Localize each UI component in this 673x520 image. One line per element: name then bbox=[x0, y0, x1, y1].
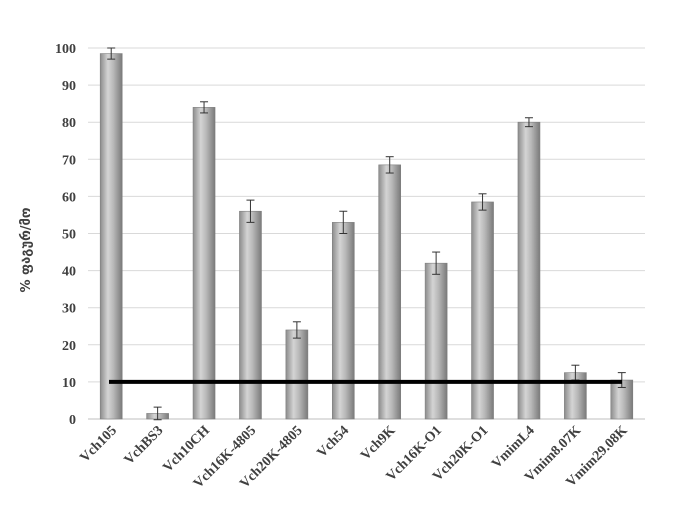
bars bbox=[99, 53, 634, 420]
y-tick-label: 60 bbox=[62, 190, 76, 205]
y-tick-label: 70 bbox=[62, 153, 76, 168]
error-bars bbox=[107, 47, 626, 421]
y-tick-label: 90 bbox=[62, 79, 76, 94]
y-tick-label: 40 bbox=[62, 265, 76, 280]
y-tick-label: 0 bbox=[69, 413, 76, 428]
error-bar bbox=[339, 210, 348, 234]
category-label: VmimL4 bbox=[489, 423, 538, 472]
category-label: VchBS3 bbox=[122, 423, 167, 468]
y-tick-label: 50 bbox=[62, 228, 76, 243]
bar bbox=[424, 262, 448, 420]
category-label: Vch9K bbox=[358, 423, 398, 463]
y-tick-label: 80 bbox=[62, 116, 76, 131]
category-label: Vch54 bbox=[315, 423, 353, 461]
bar bbox=[285, 329, 309, 420]
error-bar bbox=[292, 321, 301, 339]
error-bar bbox=[478, 193, 487, 211]
bar bbox=[517, 121, 541, 420]
error-bar bbox=[524, 117, 533, 128]
category-label: Vch105 bbox=[78, 423, 121, 466]
x-axis-categories: Vch105 VchBS3Vch10CHVch16K-4805Vch20K-480… bbox=[78, 423, 631, 491]
y-tick-label: 100 bbox=[55, 42, 76, 57]
y-tick-label: 30 bbox=[62, 302, 76, 317]
error-bar bbox=[200, 101, 209, 114]
bar bbox=[471, 201, 494, 420]
gridlines bbox=[88, 47, 645, 420]
y-tick-label: 10 bbox=[62, 376, 76, 391]
y-axis-label: % ფაგურ/მო bbox=[19, 207, 34, 292]
bar bbox=[99, 53, 123, 420]
bar bbox=[331, 222, 355, 420]
y-axis-ticks: 0 10 20 30 40 50 60 70 80 90 100 bbox=[55, 42, 76, 428]
error-bar bbox=[385, 156, 394, 174]
error-bar bbox=[246, 199, 255, 223]
error-bar bbox=[153, 406, 162, 421]
bar bbox=[239, 210, 262, 420]
error-bar bbox=[432, 251, 441, 275]
y-tick-label: 20 bbox=[62, 339, 76, 354]
error-bar bbox=[107, 47, 116, 60]
bar bbox=[192, 107, 216, 420]
